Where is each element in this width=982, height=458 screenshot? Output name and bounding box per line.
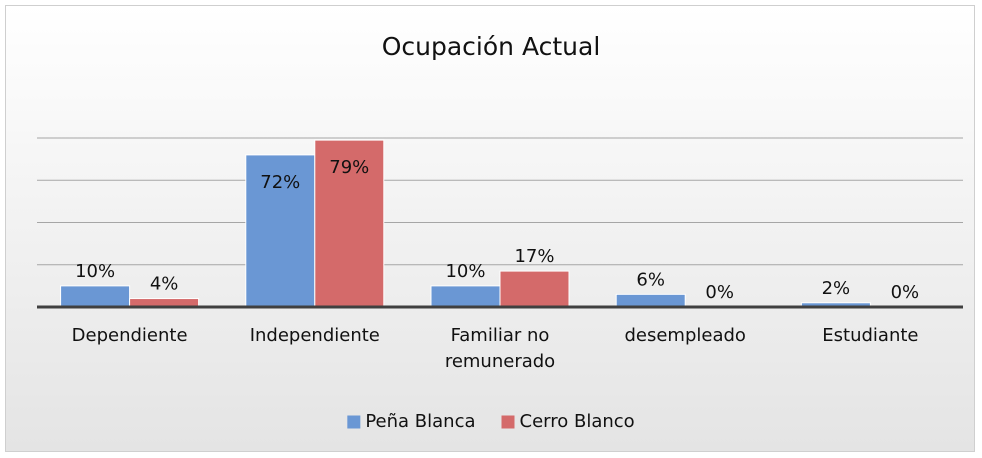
data-label: 6% <box>636 269 665 290</box>
data-label: 17% <box>514 246 554 267</box>
data-label: 10% <box>445 261 485 282</box>
legend-swatch <box>501 415 515 429</box>
chart-background <box>5 5 975 452</box>
data-label: 0% <box>705 282 734 303</box>
x-tick-label: Estudiante <box>822 325 919 346</box>
x-tick-label: Independiente <box>249 325 380 346</box>
bar <box>499 270 570 308</box>
data-label: 72% <box>260 172 300 193</box>
x-tick-label: Dependiente <box>71 325 188 346</box>
bar <box>615 293 686 308</box>
data-label: 79% <box>329 157 369 178</box>
bar <box>60 285 131 308</box>
chart-title: Ocupación Actual <box>382 32 601 61</box>
legend-swatch <box>347 415 361 429</box>
x-tick-label: desempleado <box>624 325 746 346</box>
data-label: 10% <box>75 261 115 282</box>
x-tick-label: Familiar no remunerado <box>444 325 556 372</box>
legend-label: Peña Blanca <box>365 411 475 432</box>
legend-label: Cerro Blanco <box>520 411 635 432</box>
data-label: 4% <box>150 274 179 295</box>
data-label: 0% <box>891 282 920 303</box>
bar <box>430 285 501 308</box>
data-label: 2% <box>822 278 851 299</box>
bar <box>314 139 385 308</box>
